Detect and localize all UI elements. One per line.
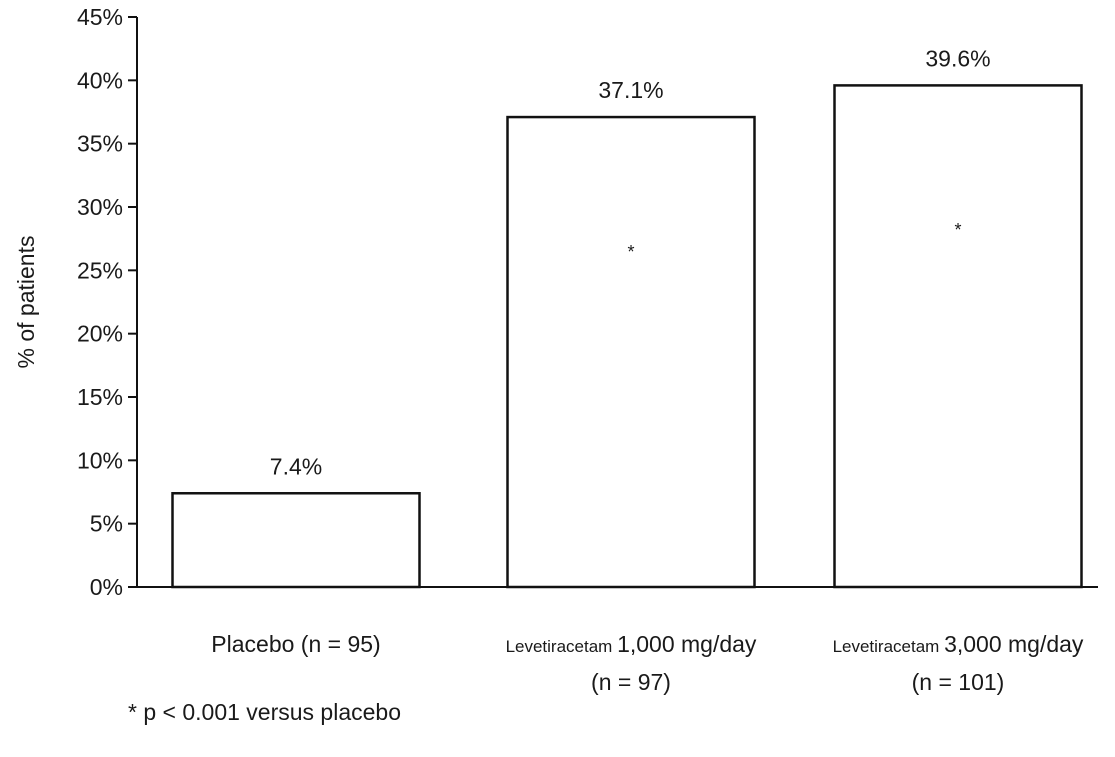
y-tick-label: 5% xyxy=(90,511,123,537)
y-tick-label: 10% xyxy=(77,447,123,473)
y-axis: 0% 5% 10% 15% 20% 25% 30% 35% 40% 45% xyxy=(77,4,138,600)
bar xyxy=(506,115,756,589)
y-axis-label: % of patients xyxy=(13,236,39,369)
y-tick-label: 30% xyxy=(77,194,123,220)
data-label: 7.4% xyxy=(270,453,322,479)
y-tick-label: 35% xyxy=(77,131,123,157)
significance-marker: * xyxy=(627,242,634,262)
x-tick-label-main: 3,000 mg/day xyxy=(944,631,1084,657)
y-tick-label: 15% xyxy=(77,384,123,410)
x-axis: Placebo (n = 95) Levetiracetam 1,000 mg/d… xyxy=(137,586,1098,695)
y-tick-label: 25% xyxy=(77,257,123,283)
y-tick-label: 0% xyxy=(90,574,123,600)
x-tick-label: Placebo (n = 95) xyxy=(211,631,380,657)
x-tick-label-line2: (n = 101) xyxy=(912,669,1005,695)
significance-marker: * xyxy=(954,220,961,240)
x-tick-label: Levetiracetam 3,000 mg/day xyxy=(833,631,1084,657)
bar xyxy=(171,492,421,589)
x-tick-label-main: 1,000 mg/day xyxy=(617,631,757,657)
x-tick-label: Levetiracetam 1,000 mg/day xyxy=(506,631,757,657)
footnote: * p < 0.001 versus placebo xyxy=(128,699,401,725)
x-tick-label-line2: (n = 97) xyxy=(591,669,671,695)
x-tick-label-prefix: Levetiracetam xyxy=(506,637,618,656)
x-tick-label-main: Placebo (n = 95) xyxy=(211,631,380,657)
y-tick-label: 20% xyxy=(77,321,123,347)
y-tick-label: 45% xyxy=(77,4,123,30)
bar xyxy=(833,84,1083,589)
data-label: 39.6% xyxy=(925,45,990,71)
data-label: 37.1% xyxy=(598,77,663,103)
x-tick-label-prefix: Levetiracetam xyxy=(833,637,945,656)
y-tick-label: 40% xyxy=(77,67,123,93)
bars: 7.4% 37.1% * 39.6% * xyxy=(171,45,1083,589)
